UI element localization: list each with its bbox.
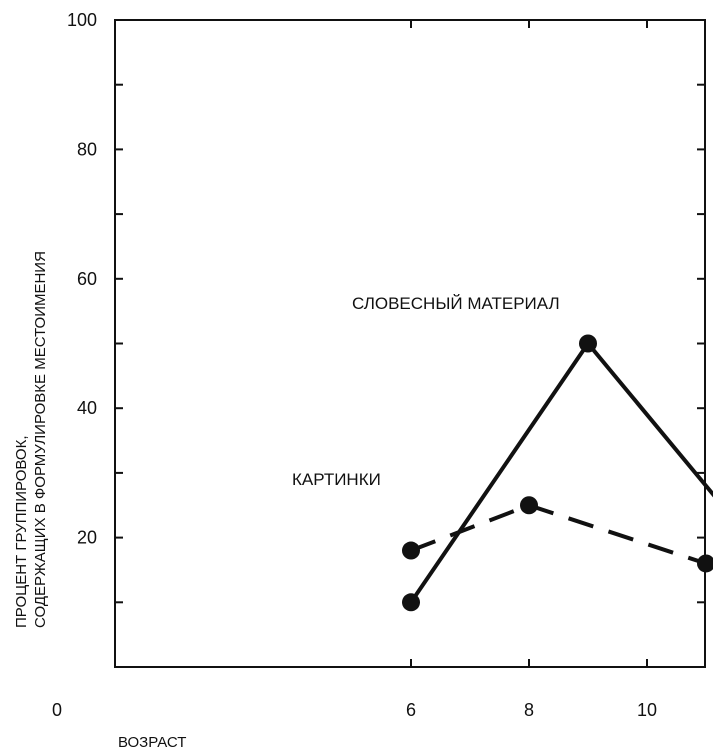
tick-labels: 20406080100068101214 bbox=[52, 10, 657, 720]
series-2-point bbox=[697, 554, 713, 573]
y-tick-label: 20 bbox=[77, 528, 97, 548]
series-2-point bbox=[520, 496, 538, 515]
series-1-point bbox=[579, 334, 597, 353]
y-tick-label: 60 bbox=[77, 269, 97, 289]
y-axis-label: ПРОЦЕНТ ГРУППИРОВОК, СОДЕРЖАЩИХ В ФОРМУЛ… bbox=[13, 251, 49, 628]
series-line-1 bbox=[409, 340, 713, 604]
x-axis-label: ВОЗРАСТ bbox=[118, 734, 186, 750]
tick-marks bbox=[115, 20, 705, 667]
x-tick-label: 8 bbox=[524, 700, 534, 720]
plot-frame bbox=[114, 19, 706, 668]
x-tick-label: 10 bbox=[637, 700, 657, 720]
data-points bbox=[402, 334, 713, 612]
y-axis-label-line-2: СОДЕРЖАЩИХ В ФОРМУЛИРОВКЕ МЕСТОИМЕНИЯ bbox=[32, 251, 49, 628]
series-label-pictures: КАРТИНКИ bbox=[292, 470, 381, 489]
series-1-point bbox=[402, 593, 420, 612]
series-lines bbox=[409, 340, 713, 604]
series-label-verbal: СЛОВЕСНЫЙ МАТЕРИАЛ bbox=[352, 294, 560, 313]
x-tick-label: 6 bbox=[406, 700, 416, 720]
y-axis-label-line-1: ПРОЦЕНТ ГРУППИРОВОК, bbox=[13, 436, 30, 628]
series-2-point bbox=[402, 541, 420, 560]
series-line-2 bbox=[410, 503, 707, 566]
y-tick-label: 80 bbox=[77, 139, 97, 159]
y-tick-label: 100 bbox=[67, 10, 97, 30]
x-tick-label: 0 bbox=[52, 700, 62, 720]
y-tick-label: 40 bbox=[77, 398, 97, 418]
